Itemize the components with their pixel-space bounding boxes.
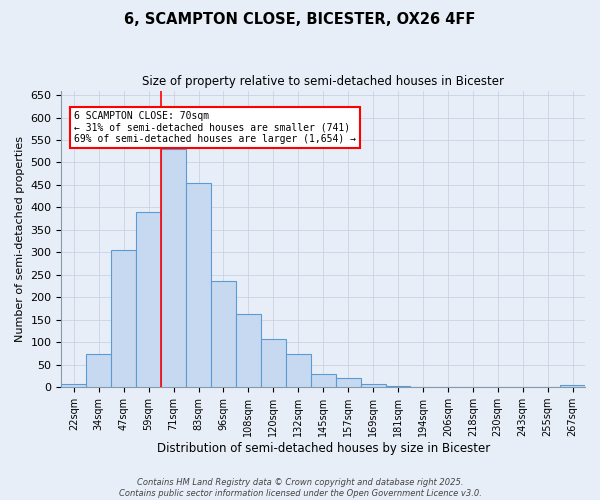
Bar xyxy=(236,314,261,387)
Text: Contains HM Land Registry data © Crown copyright and database right 2025.
Contai: Contains HM Land Registry data © Crown c… xyxy=(119,478,481,498)
Bar xyxy=(111,250,136,387)
Bar xyxy=(186,182,211,387)
Bar xyxy=(335,378,361,387)
Bar xyxy=(261,339,286,387)
Bar xyxy=(61,384,86,387)
X-axis label: Distribution of semi-detached houses by size in Bicester: Distribution of semi-detached houses by … xyxy=(157,442,490,455)
Bar xyxy=(361,384,386,387)
Bar xyxy=(386,386,410,387)
Bar xyxy=(286,354,311,387)
Bar xyxy=(136,212,161,387)
Bar xyxy=(161,149,186,387)
Bar xyxy=(86,354,111,387)
Title: Size of property relative to semi-detached houses in Bicester: Size of property relative to semi-detach… xyxy=(142,75,504,88)
Bar xyxy=(311,374,335,387)
Text: 6 SCAMPTON CLOSE: 70sqm
← 31% of semi-detached houses are smaller (741)
69% of s: 6 SCAMPTON CLOSE: 70sqm ← 31% of semi-de… xyxy=(74,111,356,144)
Bar xyxy=(211,280,236,387)
Bar xyxy=(560,386,585,387)
Y-axis label: Number of semi-detached properties: Number of semi-detached properties xyxy=(15,136,25,342)
Text: 6, SCAMPTON CLOSE, BICESTER, OX26 4FF: 6, SCAMPTON CLOSE, BICESTER, OX26 4FF xyxy=(124,12,476,28)
